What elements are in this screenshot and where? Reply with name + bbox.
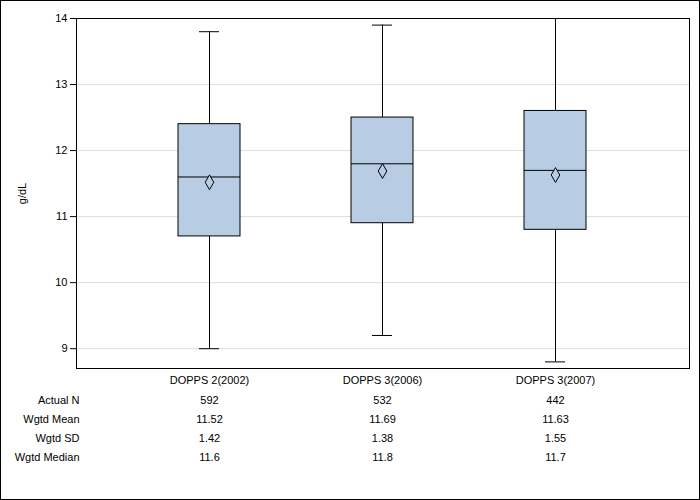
- svg-text:DOPPS 3(2007): DOPPS 3(2007): [516, 374, 595, 386]
- svg-text:442: 442: [546, 394, 564, 406]
- svg-text:11.63: 11.63: [542, 413, 569, 425]
- svg-text:Wgtd Median: Wgtd Median: [15, 451, 80, 463]
- svg-text:g/dL: g/dL: [16, 183, 28, 204]
- svg-text:11.69: 11.69: [369, 413, 396, 425]
- svg-text:13: 13: [55, 78, 67, 90]
- svg-text:DOPPS 3(2006): DOPPS 3(2006): [343, 374, 422, 386]
- svg-text:11.6: 11.6: [199, 451, 220, 463]
- svg-text:1.38: 1.38: [372, 432, 393, 444]
- svg-text:1.42: 1.42: [199, 432, 220, 444]
- svg-text:9: 9: [61, 342, 67, 354]
- svg-text:DOPPS 2(2002): DOPPS 2(2002): [170, 374, 249, 386]
- svg-text:11: 11: [56, 210, 67, 222]
- svg-text:11.7: 11.7: [545, 451, 566, 463]
- svg-text:11.52: 11.52: [196, 413, 223, 425]
- svg-text:Actual N: Actual N: [38, 394, 80, 406]
- svg-text:Wgtd Mean: Wgtd Mean: [23, 413, 79, 425]
- svg-text:1.55: 1.55: [545, 432, 566, 444]
- svg-text:532: 532: [373, 394, 391, 406]
- svg-text:592: 592: [200, 394, 218, 406]
- svg-text:10: 10: [55, 276, 67, 288]
- svg-text:11.8: 11.8: [372, 451, 393, 463]
- svg-text:Wgtd SD: Wgtd SD: [35, 432, 79, 444]
- svg-text:12: 12: [55, 144, 67, 156]
- svg-text:14: 14: [55, 12, 67, 24]
